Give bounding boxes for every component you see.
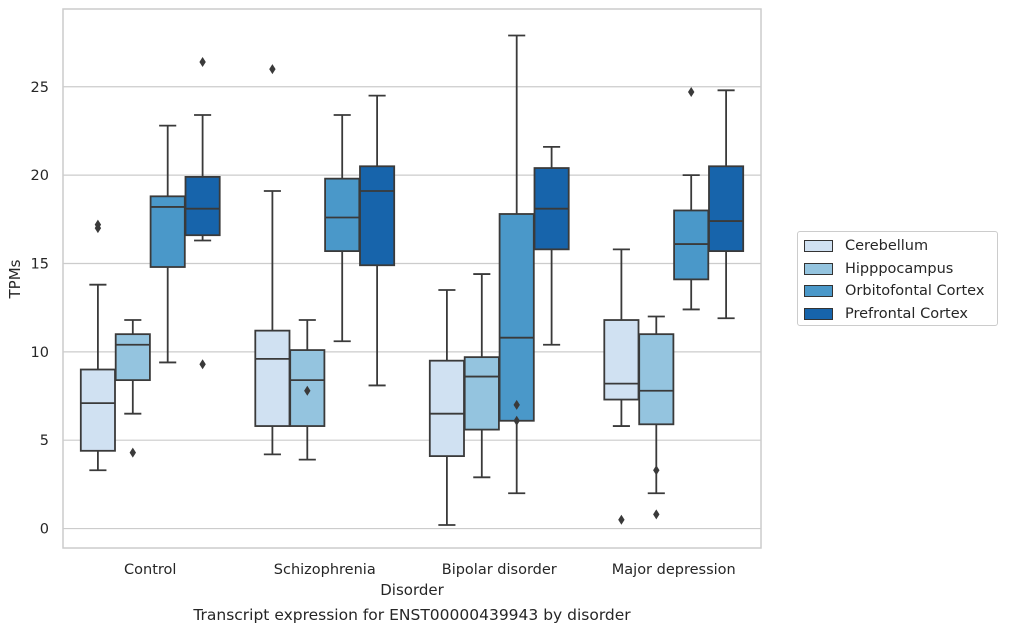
plot-area-frame — [62, 8, 762, 549]
outlier-point-1 — [653, 509, 660, 520]
outlier-point-1 — [94, 219, 102, 230]
box-3-0 — [184, 57, 221, 370]
box-iqr — [428, 359, 465, 458]
x-tick-label-1: Schizophrenia — [274, 562, 376, 578]
box-iqr — [149, 195, 186, 268]
legend-label-orbitofrontal: Orbitofontal Cortex — [845, 283, 985, 300]
outlier-point-1 — [199, 359, 206, 370]
box-iqr — [603, 319, 640, 401]
outlier-point-1 — [513, 415, 520, 426]
box-iqr — [638, 333, 675, 426]
outlier-point-0 — [513, 399, 520, 410]
x-tick-label-3: Major depression — [612, 562, 736, 578]
chart-caption: Transcript expression for ENST0000043994… — [193, 606, 631, 624]
box-0-0 — [79, 219, 116, 472]
box-3-1 — [359, 94, 396, 387]
y-axis-label: TPMs — [6, 259, 24, 299]
legend-swatch-cerebellum — [804, 240, 833, 253]
outlier-point-0 — [199, 57, 206, 68]
box-0-3 — [603, 248, 640, 525]
box-2-2 — [498, 34, 535, 495]
outlier-point-0 — [269, 64, 276, 75]
legend-swatch-orbitofrontal — [804, 285, 833, 298]
legend-label-cerebellum: Cerebellum — [845, 238, 929, 255]
legend: Cerebellum Hipppocampus Orbitofontal Cor… — [797, 231, 998, 326]
box-3-3 — [708, 89, 745, 320]
box-1-2 — [463, 273, 500, 479]
y-tick-label-0: 0 — [40, 522, 49, 538]
box-iqr — [114, 333, 151, 382]
x-tick-label-0: Control — [124, 562, 176, 578]
x-axis-label: Disorder — [380, 581, 444, 599]
box-iqr — [708, 165, 745, 253]
y-tick-label-20: 20 — [31, 168, 49, 184]
box-iqr — [324, 177, 361, 253]
box-1-0 — [114, 319, 151, 458]
box-1-1 — [289, 319, 326, 461]
legend-item-prefrontal: Prefrontal Cortex — [804, 303, 997, 326]
legend-item-hippocampus: Hipppocampus — [804, 258, 997, 281]
box-series — [79, 34, 745, 526]
box-2-0 — [149, 124, 186, 364]
box-2-3 — [673, 87, 710, 311]
box-iqr — [463, 356, 500, 431]
box-iqr — [184, 175, 221, 237]
box-0-2 — [428, 289, 465, 526]
y-tick-label-25: 25 — [31, 80, 49, 96]
legend-label-hippocampus: Hipppocampus — [845, 260, 954, 277]
legend-item-cerebellum: Cerebellum — [804, 235, 997, 258]
outlier-point-0 — [618, 514, 625, 525]
box-iqr — [498, 213, 535, 422]
legend-swatch-prefrontal — [804, 307, 833, 320]
box-iqr — [79, 368, 116, 452]
x-tick-labels: Control Schizophrenia Bipolar disorder Majo… — [124, 562, 736, 578]
outlier-point-0 — [129, 447, 136, 458]
y-tick-label-10: 10 — [31, 345, 49, 361]
outlier-point-0 — [688, 87, 695, 98]
legend-swatch-hippocampus — [804, 262, 833, 275]
legend-item-orbitofrontal: Orbitofontal Cortex — [804, 280, 997, 303]
box-iqr — [254, 329, 291, 427]
outlier-point-0 — [304, 385, 311, 396]
x-tick-label-2: Bipolar disorder — [442, 562, 557, 578]
box-2-1 — [324, 114, 361, 343]
outlier-point-0 — [653, 465, 660, 476]
y-tick-label-5: 5 — [40, 433, 49, 449]
box-iqr — [359, 165, 396, 267]
box-1-3 — [638, 315, 675, 520]
y-tick-labels: 0 5 10 15 20 25 — [31, 80, 49, 538]
y-tick-label-15: 15 — [31, 256, 49, 272]
box-3-2 — [533, 145, 570, 346]
legend-label-prefrontal: Prefrontal Cortex — [845, 305, 968, 322]
box-0-1 — [254, 64, 291, 456]
